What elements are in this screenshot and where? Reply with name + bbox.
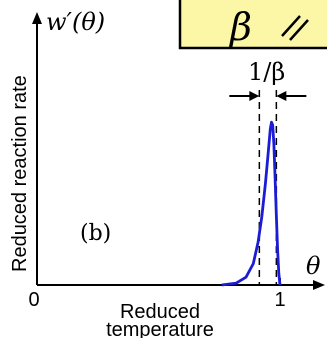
width-arrows xyxy=(229,91,307,101)
x-axis-symbol: θ xyxy=(306,252,321,280)
x-axis-arrowhead xyxy=(313,280,325,290)
inset-symbol: β xyxy=(228,5,252,49)
width-annotation: 1/β xyxy=(248,58,285,86)
series-0-line xyxy=(221,120,282,287)
width-arrowhead-right xyxy=(276,91,287,101)
x-axis-label-line-1: Reduced xyxy=(120,301,200,323)
axes xyxy=(32,12,325,290)
y-axis-arrowhead xyxy=(32,12,42,24)
y-axis-label: Reduced reaction rate xyxy=(9,75,31,272)
x-tick-label-0: 0 xyxy=(28,289,39,311)
x-tick-label-1: 1 xyxy=(274,289,285,311)
y-axis-math-label: w′(θ) xyxy=(46,8,105,36)
x-axis-label-line-2: temperature xyxy=(106,319,214,338)
width-arrowhead-left xyxy=(249,91,260,101)
panel-label: (b) xyxy=(80,221,111,246)
inset-box: β xyxy=(178,0,327,50)
